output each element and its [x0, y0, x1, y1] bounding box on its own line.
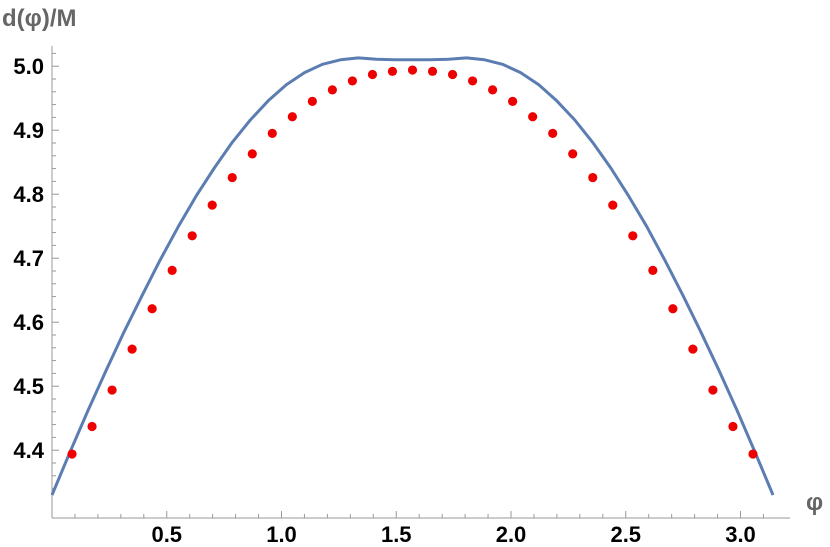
x-axis-label: φ: [806, 489, 823, 516]
y-tick-label: 4.9: [13, 118, 44, 143]
data-point: [528, 112, 538, 122]
data-point: [347, 76, 358, 86]
y-tick-label: 4.6: [13, 310, 44, 335]
x-tick-label: 3.0: [725, 522, 756, 547]
data-point: [167, 265, 177, 275]
data-point: [387, 66, 398, 76]
y-tick-label: 5.0: [13, 54, 44, 79]
data-point: [207, 200, 217, 210]
y-tick-label: 4.8: [13, 182, 44, 207]
x-tick-label: 2.5: [610, 522, 641, 547]
data-point: [488, 85, 498, 95]
x-tick-label: 1.5: [381, 522, 412, 547]
x-tick-label: 0.5: [151, 522, 182, 547]
data-point: [628, 231, 638, 241]
data-point: [307, 96, 317, 106]
data-point: [708, 385, 718, 395]
data-point: [107, 385, 117, 395]
data-point: [267, 128, 277, 138]
x-tick-label: 2.0: [496, 522, 527, 547]
data-point: [688, 344, 698, 354]
data-point: [327, 85, 337, 95]
data-point: [588, 172, 598, 183]
data-point: [548, 128, 558, 138]
data-point: [608, 200, 618, 210]
data-point: [67, 449, 77, 459]
data-point: [447, 69, 458, 80]
x-tick-label: 1.0: [266, 522, 297, 547]
series-points: [67, 65, 758, 459]
data-point: [367, 69, 378, 80]
data-point: [668, 304, 678, 314]
y-ticks: 4.4 4.5 4.6 4.7 4.8 4.9 5.0: [13, 52, 59, 490]
y-tick-label: 4.4: [13, 438, 44, 463]
data-point: [648, 265, 658, 275]
data-point: [748, 449, 758, 459]
data-point: [287, 112, 297, 122]
data-point: [508, 96, 518, 106]
y-axis-label: d(φ)/M: [2, 5, 76, 32]
data-point: [407, 65, 418, 75]
x-ticks: 0.5 1.0 1.5 2.0 2.5 3.0: [74, 511, 764, 547]
data-point: [147, 304, 157, 314]
data-point: [467, 76, 478, 86]
data-point: [187, 231, 197, 241]
y-tick-label: 4.5: [13, 374, 44, 399]
data-point: [247, 149, 257, 159]
data-point: [227, 172, 237, 183]
series-line: [50, 56, 775, 496]
data-point: [728, 421, 738, 432]
data-point: [427, 66, 438, 76]
y-tick-label: 4.7: [13, 246, 44, 271]
data-point: [568, 149, 578, 159]
data-point: [87, 421, 97, 432]
data-point: [127, 344, 137, 354]
